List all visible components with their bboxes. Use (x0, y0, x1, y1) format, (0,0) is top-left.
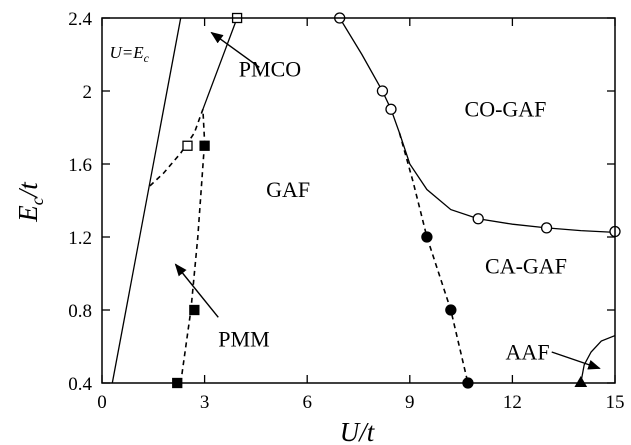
cagaf-label: CA-GAF (485, 254, 567, 279)
filled-triangle-marker-0 (574, 376, 588, 387)
y-tick-label: 2.4 (68, 9, 92, 30)
data-markers (172, 12, 621, 389)
boundary-curve-5 (398, 132, 469, 383)
boundary-curve-0 (111, 18, 182, 383)
aaf-arrow (551, 351, 601, 370)
aaf-label: AAF (506, 339, 550, 364)
x-tick-label: 0 (97, 392, 107, 413)
gaf-label: GAF (266, 177, 310, 202)
y-tick-label: 1.2 (68, 228, 92, 249)
x-tick-label: 6 (302, 392, 312, 413)
boundary-curve-1 (202, 18, 238, 110)
plot-frame (101, 17, 616, 384)
x-tick-label: 15 (606, 392, 625, 413)
axes (101, 17, 616, 384)
boundary-curve-3 (179, 142, 206, 383)
open-circle-marker-1 (376, 85, 389, 97)
open-circle-marker-4 (540, 222, 553, 234)
y-tick-label: 0.4 (68, 374, 92, 395)
open-square-marker-0 (182, 140, 193, 151)
y-axis-title: Ec/t (13, 181, 47, 223)
y-tick-label: 0.8 (68, 301, 92, 322)
filled-square-marker-2 (199, 140, 210, 151)
open-circle-marker-2 (385, 103, 397, 115)
region-annotations: PMCO PMM AAF GAF CO-GAF CA-GAF U=Ec (110, 31, 601, 370)
y-tick-label: 2 (83, 82, 93, 103)
filled-circle-marker-1 (445, 304, 457, 316)
filled-square-marker-1 (189, 304, 200, 316)
x-tick-label: 12 (503, 392, 522, 413)
pmco-label: PMCO (239, 56, 301, 81)
x-axis-title: U/t (340, 417, 376, 445)
cogaf-label: CO-GAF (465, 97, 547, 122)
boundary-curve-4 (339, 18, 615, 234)
x-tick-label: 3 (200, 392, 210, 413)
boundary-curve-6 (580, 334, 615, 383)
phase-boundaries (111, 18, 615, 383)
x-axis-ticks: 0 3 6 9 12 15 (97, 18, 625, 413)
boundary-curve-2 (149, 109, 206, 187)
x-tick-label: 9 (405, 392, 415, 413)
pmm-label: PMM (218, 327, 269, 352)
u-equals-ec-label: U=Ec (110, 43, 150, 65)
pmco-arrow (210, 31, 260, 68)
pmm-arrow (174, 263, 219, 318)
y-axis-ticks: 0.4 0.8 1.2 1.6 2 2.4 (68, 9, 615, 395)
filled-circle-marker-0 (421, 231, 433, 243)
y-tick-label: 1.6 (68, 155, 92, 176)
open-circle-marker-3 (472, 213, 484, 225)
